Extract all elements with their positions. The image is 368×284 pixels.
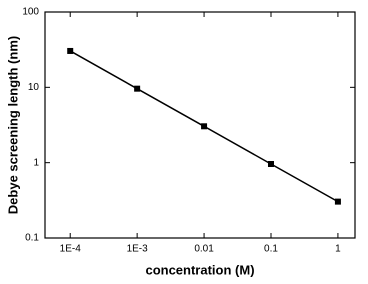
x-axis-title: concentration (M) — [145, 262, 254, 277]
x-tick-label: 1E-4 — [60, 244, 82, 255]
x-tick-label: 0.1 — [264, 244, 278, 255]
data-point — [134, 85, 141, 92]
data-point — [67, 47, 74, 54]
x-tick-label: 1 — [335, 244, 341, 255]
y-tick-label: 0.1 — [25, 233, 39, 244]
data-point — [267, 161, 274, 168]
y-axis-title: Debye screening length (nm) — [5, 36, 20, 214]
y-tick-label: 1 — [33, 157, 39, 168]
data-point — [334, 198, 341, 205]
y-tick-label: 10 — [28, 82, 40, 93]
y-tick-label: 100 — [22, 7, 39, 18]
data-point — [201, 123, 208, 130]
x-tick-label: 1E-3 — [127, 244, 149, 255]
plot-frame — [44, 11, 356, 239]
x-tick-label: 0.01 — [194, 244, 214, 255]
